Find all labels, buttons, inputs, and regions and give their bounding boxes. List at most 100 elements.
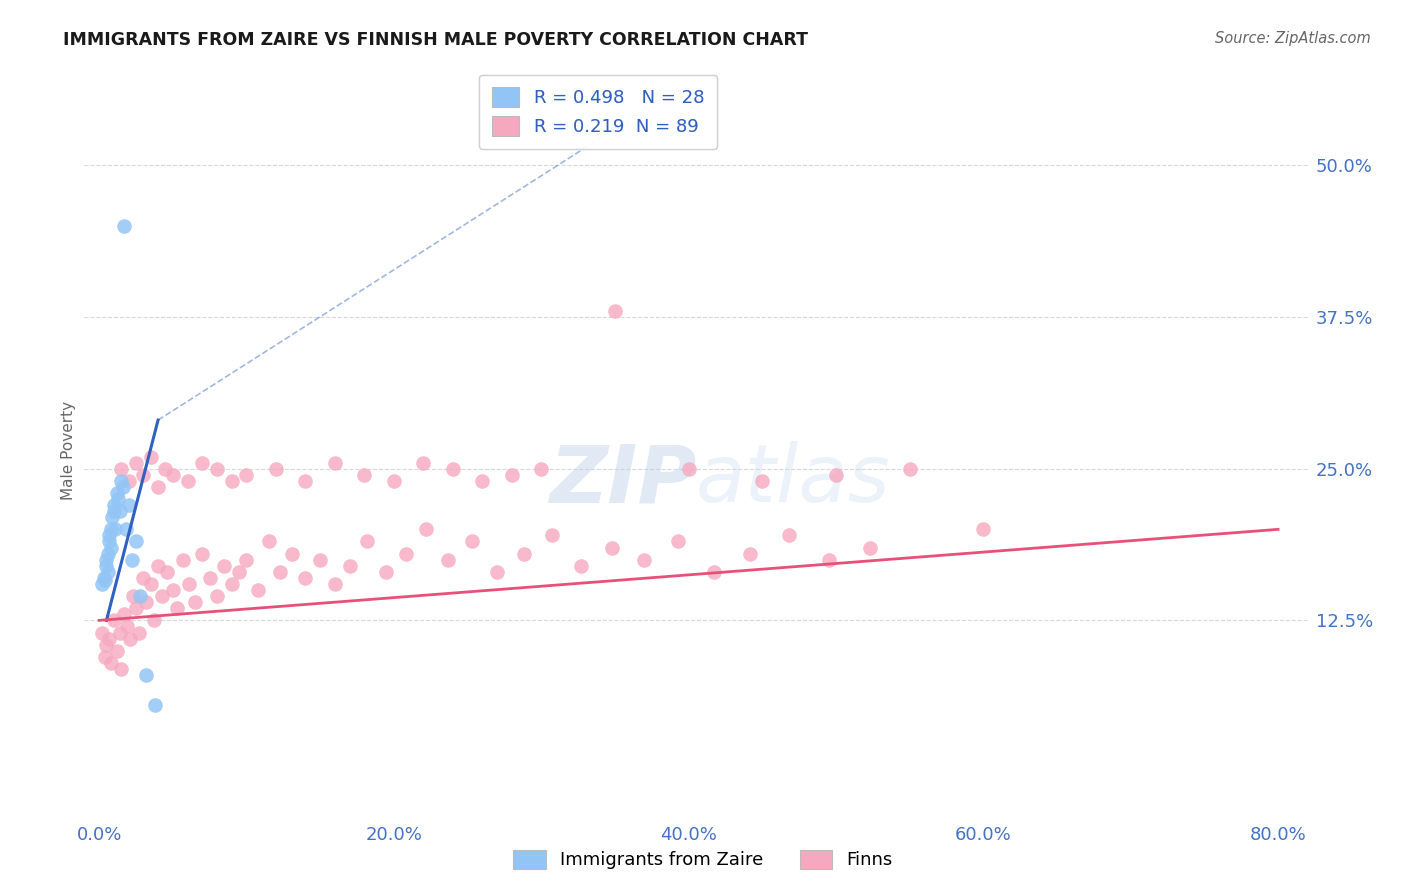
Point	[323, 577, 346, 591]
Legend: Immigrants from Zaire, Finns: Immigrants from Zaire, Finns	[505, 841, 901, 879]
Point	[98, 632, 121, 646]
Point	[859, 541, 882, 555]
Text: IMMIGRANTS FROM ZAIRE VS FINNISH MALE POVERTY CORRELATION CHART: IMMIGRANTS FROM ZAIRE VS FINNISH MALE PO…	[63, 31, 808, 49]
Point	[94, 649, 117, 664]
Point	[104, 522, 127, 536]
Point	[898, 461, 921, 475]
Point	[485, 565, 508, 579]
Point	[257, 534, 280, 549]
Point	[110, 662, 132, 676]
Text: Source: ZipAtlas.com: Source: ZipAtlas.com	[1215, 31, 1371, 46]
Point	[97, 565, 120, 579]
Point	[221, 474, 243, 488]
Point	[152, 589, 174, 603]
Point	[103, 498, 125, 512]
Point	[110, 474, 132, 488]
Point	[166, 601, 188, 615]
Point	[107, 491, 129, 506]
Point	[633, 552, 655, 566]
Point	[98, 528, 121, 542]
Point	[235, 552, 257, 566]
Point	[94, 574, 117, 588]
Point	[125, 601, 148, 615]
Point	[132, 467, 155, 482]
Point	[356, 534, 378, 549]
Point	[96, 638, 118, 652]
Point	[125, 456, 148, 470]
Point	[91, 577, 114, 591]
Point	[678, 461, 700, 475]
Point	[198, 571, 221, 585]
Point	[461, 534, 484, 549]
Point	[100, 656, 122, 670]
Point	[603, 304, 626, 318]
Point	[177, 577, 200, 591]
Point	[269, 565, 291, 579]
Point	[146, 558, 169, 573]
Point	[105, 644, 128, 658]
Point	[112, 219, 135, 233]
Point	[205, 461, 228, 475]
Point	[294, 474, 316, 488]
Point	[117, 498, 139, 512]
Point	[139, 450, 162, 464]
Point	[247, 582, 270, 597]
Point	[235, 467, 257, 482]
Point	[103, 504, 125, 518]
Point	[121, 552, 143, 566]
Point	[339, 558, 361, 573]
Point	[703, 565, 725, 579]
Point	[117, 474, 139, 488]
Point	[778, 528, 800, 542]
Point	[129, 589, 152, 603]
Point	[101, 510, 124, 524]
Point	[103, 613, 125, 627]
Point	[512, 547, 534, 561]
Point	[135, 595, 157, 609]
Point	[600, 541, 623, 555]
Point	[114, 522, 136, 536]
Point	[96, 558, 118, 573]
Point	[115, 619, 138, 633]
Point	[142, 613, 165, 627]
Point	[191, 456, 214, 470]
Point	[825, 467, 848, 482]
Point	[740, 547, 762, 561]
Point	[540, 528, 562, 542]
Point	[501, 467, 523, 482]
Point	[172, 552, 194, 566]
Point	[128, 625, 150, 640]
Text: atlas: atlas	[696, 441, 891, 519]
Point	[118, 632, 141, 646]
Text: ZIP: ZIP	[548, 441, 696, 519]
Point	[412, 456, 434, 470]
Point	[221, 577, 243, 591]
Point	[751, 474, 773, 488]
Point	[353, 467, 375, 482]
Point	[214, 558, 236, 573]
Point	[176, 474, 198, 488]
Point	[155, 461, 177, 475]
Point	[132, 571, 155, 585]
Point	[666, 534, 689, 549]
Legend: R = 0.498   N = 28, R = 0.219  N = 89: R = 0.498 N = 28, R = 0.219 N = 89	[479, 75, 717, 149]
Point	[228, 565, 250, 579]
Point	[143, 698, 166, 713]
Point	[125, 534, 148, 549]
Point	[382, 474, 405, 488]
Point	[415, 522, 437, 536]
Point	[111, 480, 134, 494]
Point	[191, 547, 214, 561]
Point	[471, 474, 494, 488]
Point	[139, 577, 162, 591]
Point	[441, 461, 464, 475]
Point	[93, 571, 115, 585]
Point	[184, 595, 207, 609]
Point	[323, 456, 346, 470]
Point	[110, 461, 132, 475]
Point	[122, 589, 145, 603]
Point	[530, 461, 553, 475]
Point	[108, 504, 131, 518]
Point	[569, 558, 592, 573]
Point	[972, 522, 994, 536]
